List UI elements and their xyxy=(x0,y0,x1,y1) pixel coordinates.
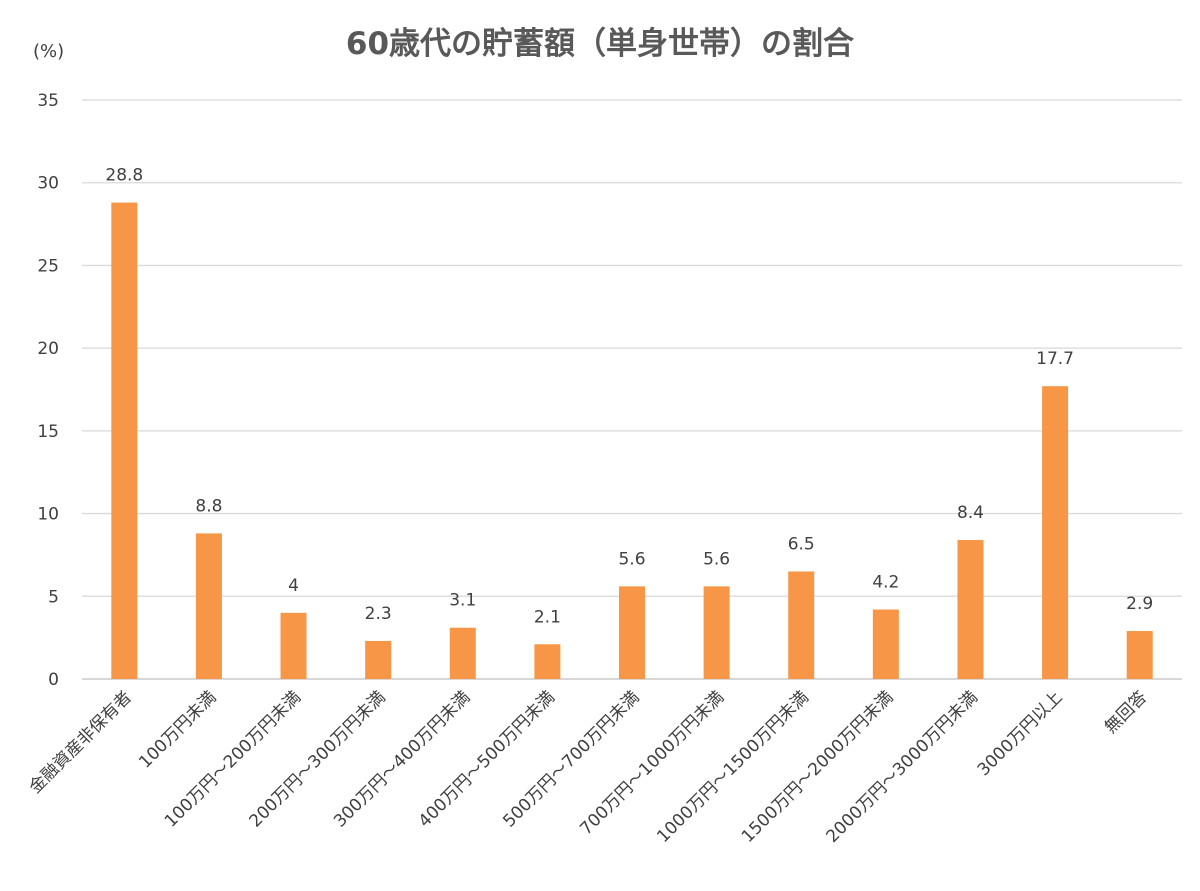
x-tick-label: 無回答 xyxy=(1101,687,1151,737)
bar xyxy=(872,609,899,679)
y-tick-label: 5 xyxy=(48,587,59,607)
x-tick-label: 3000万円以上 xyxy=(974,687,1067,780)
bar xyxy=(365,640,392,679)
data-label: 2.1 xyxy=(534,607,561,627)
bar xyxy=(534,644,561,679)
bar xyxy=(703,586,730,679)
x-tick-label: 1000万円～1500万円未満 xyxy=(653,687,812,846)
data-label: 5.6 xyxy=(618,549,645,569)
x-tick-label: 200万円～300万円未満 xyxy=(246,687,390,831)
bar xyxy=(1042,386,1069,679)
x-tick-label: 500万円～700万円未満 xyxy=(499,687,643,831)
bar xyxy=(111,202,138,679)
y-tick-label: 30 xyxy=(37,174,59,194)
data-label: 3.1 xyxy=(449,591,476,611)
data-label: 17.7 xyxy=(1036,349,1074,369)
x-tick-label: 1500万円～2000万円未満 xyxy=(738,687,897,846)
x-tick-label: 300万円～400万円未満 xyxy=(330,687,474,831)
y-tick-label: 10 xyxy=(37,505,59,525)
data-label: 8.8 xyxy=(195,496,222,516)
bar xyxy=(280,612,307,679)
bar xyxy=(195,533,222,679)
x-tick-label: 400万円～500万円未満 xyxy=(415,687,559,831)
data-labels: 28.8 8.8 4 2.3 3.1 2.1 5.6 5.6 6.5 4.2 8.4 17.7 2.9 xyxy=(105,166,1153,628)
x-tick-label: 100万円～200万円未満 xyxy=(161,687,305,831)
data-label: 4 xyxy=(288,576,299,596)
bar xyxy=(1126,631,1153,679)
bar xyxy=(788,571,815,679)
y-tick-label: 15 xyxy=(37,422,59,442)
x-tick-label: 100万円未満 xyxy=(135,687,220,772)
x-tick-label: 金融資産非保有者 xyxy=(26,687,136,797)
data-label: 2.3 xyxy=(365,604,392,624)
y-axis-unit-label: (%) xyxy=(33,41,65,62)
bar xyxy=(957,540,984,679)
chart-title: 60歳代の貯蓄額（単身世帯）の割合 xyxy=(345,26,855,62)
x-tick-label: 700万円～1000万円未満 xyxy=(576,687,728,839)
bars xyxy=(111,202,1153,679)
y-tick-label: 20 xyxy=(37,339,59,359)
y-tick-label: 0 xyxy=(48,670,59,690)
bar xyxy=(449,627,476,679)
y-axis-ticks: 0 5 10 15 20 25 30 35 xyxy=(37,91,59,690)
y-tick-label: 25 xyxy=(37,256,59,276)
data-label: 5.6 xyxy=(703,549,730,569)
data-label: 28.8 xyxy=(105,166,143,186)
data-label: 2.9 xyxy=(1126,594,1153,614)
data-label: 4.2 xyxy=(872,573,899,593)
x-axis-categories: 金融資産非保有者 100万円未満100万円～200万円未満200万円～300万円未… xyxy=(26,687,1152,846)
data-label: 8.4 xyxy=(957,503,984,523)
bar xyxy=(619,586,645,679)
x-tick-label: 2000万円～3000万円未満 xyxy=(823,687,982,846)
data-label: 6.5 xyxy=(788,534,815,554)
y-tick-label: 35 xyxy=(37,91,59,111)
